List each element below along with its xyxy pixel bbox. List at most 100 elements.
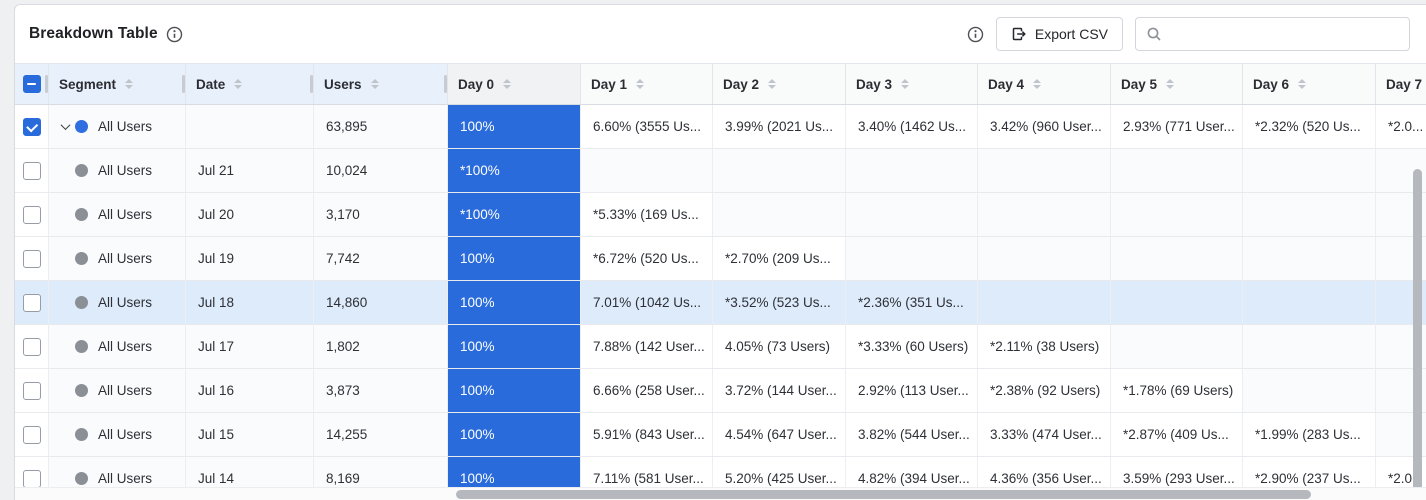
select-all-checkbox[interactable]	[22, 75, 41, 93]
sort-icon	[768, 79, 777, 89]
segment-label: All Users	[98, 295, 153, 310]
column-header-day2[interactable]: Day 2	[713, 64, 846, 104]
day4-cell	[978, 193, 1111, 236]
segment-label: All Users	[98, 207, 153, 222]
day3-cell[interactable]: 3.82% (544 User...	[846, 413, 978, 456]
day2-cell[interactable]: 3.99% (2021 Us...	[713, 105, 846, 148]
date-cell: Jul 20	[186, 193, 314, 236]
day0-cell[interactable]: 100%	[448, 105, 581, 148]
day3-cell[interactable]: 2.92% (113 User...	[846, 369, 978, 412]
segment-cell: All Users	[49, 369, 186, 412]
day1-cell[interactable]: *5.33% (169 Us...	[581, 193, 713, 236]
day1-cell[interactable]: 5.91% (843 User...	[581, 413, 713, 456]
horizontal-scrollbar-thumb[interactable]	[456, 490, 1311, 499]
column-header-day1[interactable]: Day 1	[581, 64, 713, 104]
column-header-day4[interactable]: Day 4	[978, 64, 1111, 104]
segment-color-dot	[75, 472, 88, 485]
day3-cell[interactable]: *2.36% (351 Us...	[846, 281, 978, 324]
row-checkbox[interactable]	[22, 249, 41, 268]
day4-cell[interactable]: 4.36% (356 User...	[978, 457, 1111, 500]
row-checkbox[interactable]	[22, 337, 41, 356]
segment-label: All Users	[98, 383, 153, 398]
day6-cell	[1243, 193, 1376, 236]
day5-cell[interactable]: *2.87% (409 Us...	[1111, 413, 1243, 456]
column-header-users[interactable]: Users	[314, 64, 448, 104]
day4-cell[interactable]: *2.38% (92 Users)	[978, 369, 1111, 412]
export-button-label: Export CSV	[1034, 26, 1108, 42]
sort-icon	[901, 79, 910, 89]
day1-cell[interactable]: 6.60% (3555 Us...	[581, 105, 713, 148]
segment-cell: All Users	[49, 413, 186, 456]
day0-cell[interactable]: 100%	[448, 413, 581, 456]
column-header-day0[interactable]: Day 0	[448, 64, 581, 104]
day2-cell[interactable]: 4.05% (73 Users)	[713, 325, 846, 368]
vertical-scrollbar-thumb[interactable]	[1413, 169, 1422, 500]
row-checkbox[interactable]	[22, 425, 41, 444]
select-all-cell	[15, 64, 49, 104]
day6-cell[interactable]: *2.32% (520 Us...	[1243, 105, 1376, 148]
row-checkbox[interactable]	[22, 161, 41, 180]
day1-cell[interactable]: 7.88% (142 User...	[581, 325, 713, 368]
day2-cell[interactable]: *3.52% (523 Us...	[713, 281, 846, 324]
sort-icon	[1033, 79, 1042, 89]
sort-icon	[636, 79, 645, 89]
users-cell: 1,802	[314, 325, 448, 368]
horizontal-scrollbar	[15, 487, 1426, 500]
segment-cell: All Users	[49, 237, 186, 280]
day0-cell[interactable]: *100%	[448, 193, 581, 236]
day0-cell[interactable]: 100%	[448, 369, 581, 412]
table-info-icon[interactable]	[967, 26, 984, 43]
sort-icon	[370, 79, 379, 89]
day2-cell[interactable]: *2.70% (209 Us...	[713, 237, 846, 280]
info-icon[interactable]	[166, 26, 183, 43]
day6-cell[interactable]: *1.99% (283 Us...	[1243, 413, 1376, 456]
column-header-day7[interactable]: Day 7	[1376, 64, 1426, 104]
day3-cell[interactable]: *3.33% (60 Users)	[846, 325, 978, 368]
day5-cell[interactable]: 3.59% (293 User...	[1111, 457, 1243, 500]
segment-cell: All Users	[49, 193, 186, 236]
table-row: All Users Jul 21 10,024 *100%	[15, 149, 1426, 193]
day4-cell[interactable]: 3.33% (474 User...	[978, 413, 1111, 456]
day0-cell[interactable]: *100%	[448, 149, 581, 192]
date-cell: Jul 17	[186, 325, 314, 368]
day7-cell[interactable]: *2.0...	[1388, 119, 1424, 134]
search-input[interactable]	[1170, 26, 1399, 42]
day4-cell[interactable]: *2.11% (38 Users)	[978, 325, 1111, 368]
day4-cell	[978, 237, 1111, 280]
day5-cell[interactable]: 2.93% (771 User...	[1111, 105, 1243, 148]
day1-cell[interactable]: 7.11% (581 User...	[581, 457, 713, 500]
row-checkbox[interactable]	[22, 469, 41, 488]
day1-cell[interactable]: 7.01% (1042 Us...	[581, 281, 713, 324]
row-checkbox[interactable]	[22, 117, 41, 136]
column-header-day6[interactable]: Day 6	[1243, 64, 1376, 104]
users-cell: 10,024	[314, 149, 448, 192]
table-row: All Users 63,895 100% 6.60% (3555 Us... 3.99…	[15, 105, 1426, 149]
row-checkbox[interactable]	[22, 381, 41, 400]
chevron-down-icon[interactable]	[55, 120, 75, 131]
column-header-day5[interactable]: Day 5	[1111, 64, 1243, 104]
sort-icon	[125, 79, 134, 89]
day0-cell[interactable]: 100%	[448, 237, 581, 280]
search-box[interactable]	[1135, 17, 1410, 51]
day6-cell	[1243, 325, 1376, 368]
day2-cell[interactable]: 3.72% (144 User...	[713, 369, 846, 412]
day1-cell[interactable]: *6.72% (520 Us...	[581, 237, 713, 280]
row-checkbox[interactable]	[22, 293, 41, 312]
column-header-date[interactable]: Date	[186, 64, 314, 104]
segment-cell: All Users	[49, 149, 186, 192]
day3-cell[interactable]: 4.82% (394 User...	[846, 457, 978, 500]
day5-cell[interactable]: *1.78% (69 Users)	[1111, 369, 1243, 412]
day6-cell[interactable]: *2.90% (237 Us...	[1243, 457, 1376, 500]
day2-cell[interactable]: 4.54% (647 User...	[713, 413, 846, 456]
day4-cell[interactable]: 3.42% (960 User...	[978, 105, 1111, 148]
column-header-segment[interactable]: Segment	[49, 64, 186, 104]
table-header-row: Segment Date Users Day 0 Day 1 Day 2	[15, 63, 1426, 105]
column-header-day3[interactable]: Day 3	[846, 64, 978, 104]
row-checkbox[interactable]	[22, 205, 41, 224]
day2-cell[interactable]: 5.20% (425 User...	[713, 457, 846, 500]
day0-cell[interactable]: 100%	[448, 325, 581, 368]
day1-cell[interactable]: 6.66% (258 User...	[581, 369, 713, 412]
export-csv-button[interactable]: Export CSV	[995, 17, 1123, 51]
day0-cell[interactable]: 100%	[448, 281, 581, 324]
day3-cell[interactable]: 3.40% (1462 Us...	[846, 105, 978, 148]
